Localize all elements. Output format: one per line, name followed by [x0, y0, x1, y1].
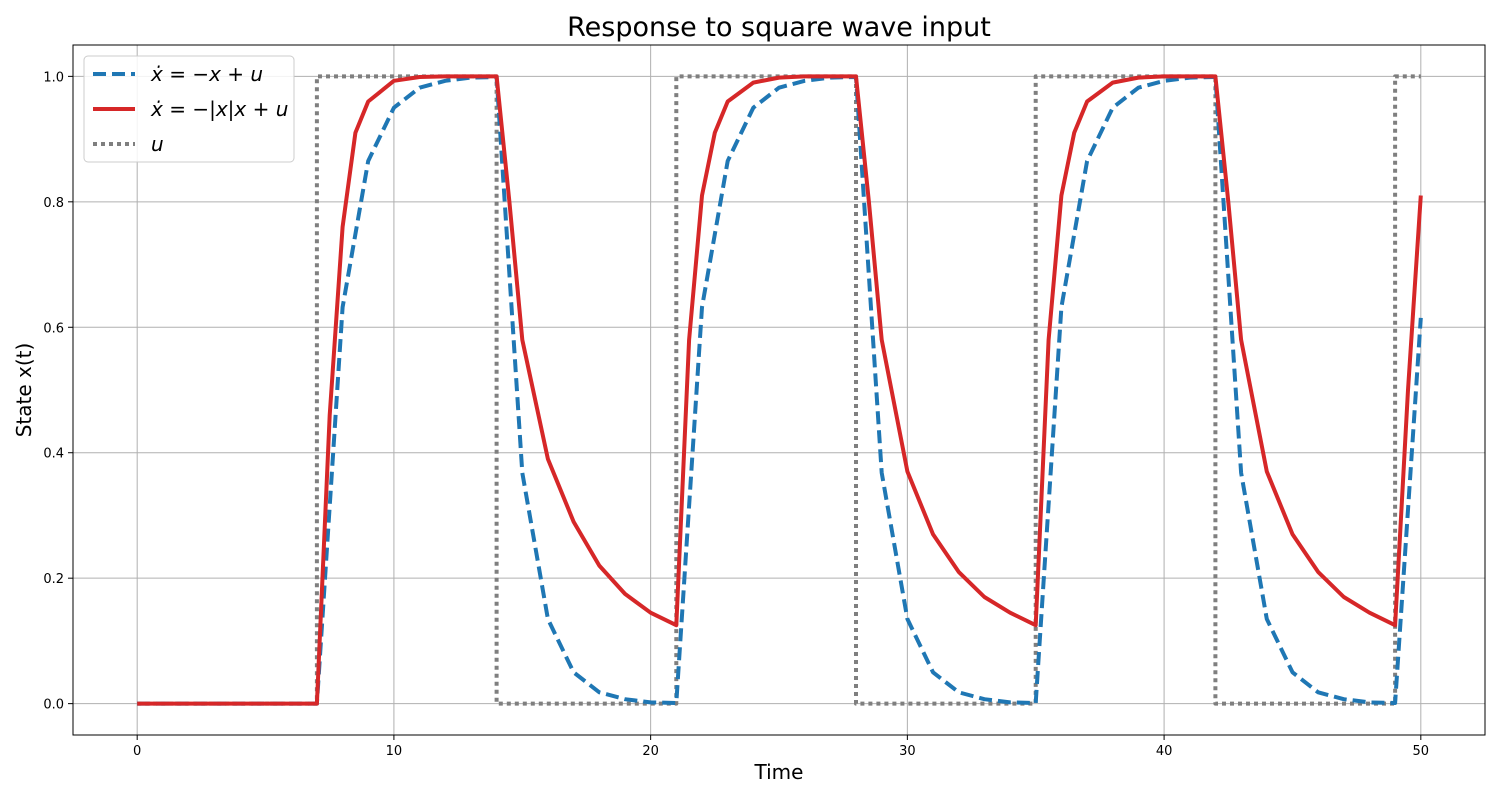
y-tick-label: 0.4 [43, 447, 64, 462]
legend-label: u [151, 132, 164, 156]
plot-area [137, 74, 1423, 706]
x-tick-label: 50 [1413, 744, 1430, 759]
x-tick-label: 40 [1156, 744, 1173, 759]
x-tick-label: 20 [642, 744, 659, 759]
x-tick-label: 0 [133, 744, 141, 759]
legend-label: ẋ = −|x|x + u [150, 97, 288, 121]
axes-frame [72, 44, 1486, 736]
series-line-2 [137, 74, 1423, 706]
legend-label: ẋ = −x + u [150, 62, 263, 86]
x-tick-label: 30 [899, 744, 916, 759]
y-tick-label: 0.2 [43, 572, 64, 587]
y-axis-label: State x(t) [12, 343, 36, 438]
y-tick-label: 0.8 [43, 196, 64, 211]
x-tick-label: 10 [386, 744, 403, 759]
legend-box [83, 55, 295, 163]
chart-title: Response to square wave input [567, 12, 991, 43]
ticks: 0 10 20 30 40 50 0.0 0.2 0.4 0.6 0.8 1.0 [43, 70, 1429, 759]
x-axis-label: Time [754, 760, 804, 784]
series-line-3 [137, 74, 1421, 706]
y-tick-label: 0.6 [43, 321, 64, 336]
y-tick-label: 0.0 [43, 698, 64, 713]
legend: ẋ = −x + u ẋ = −|x|x + u u [83, 55, 295, 163]
y-tick-label: 1.0 [43, 70, 64, 85]
